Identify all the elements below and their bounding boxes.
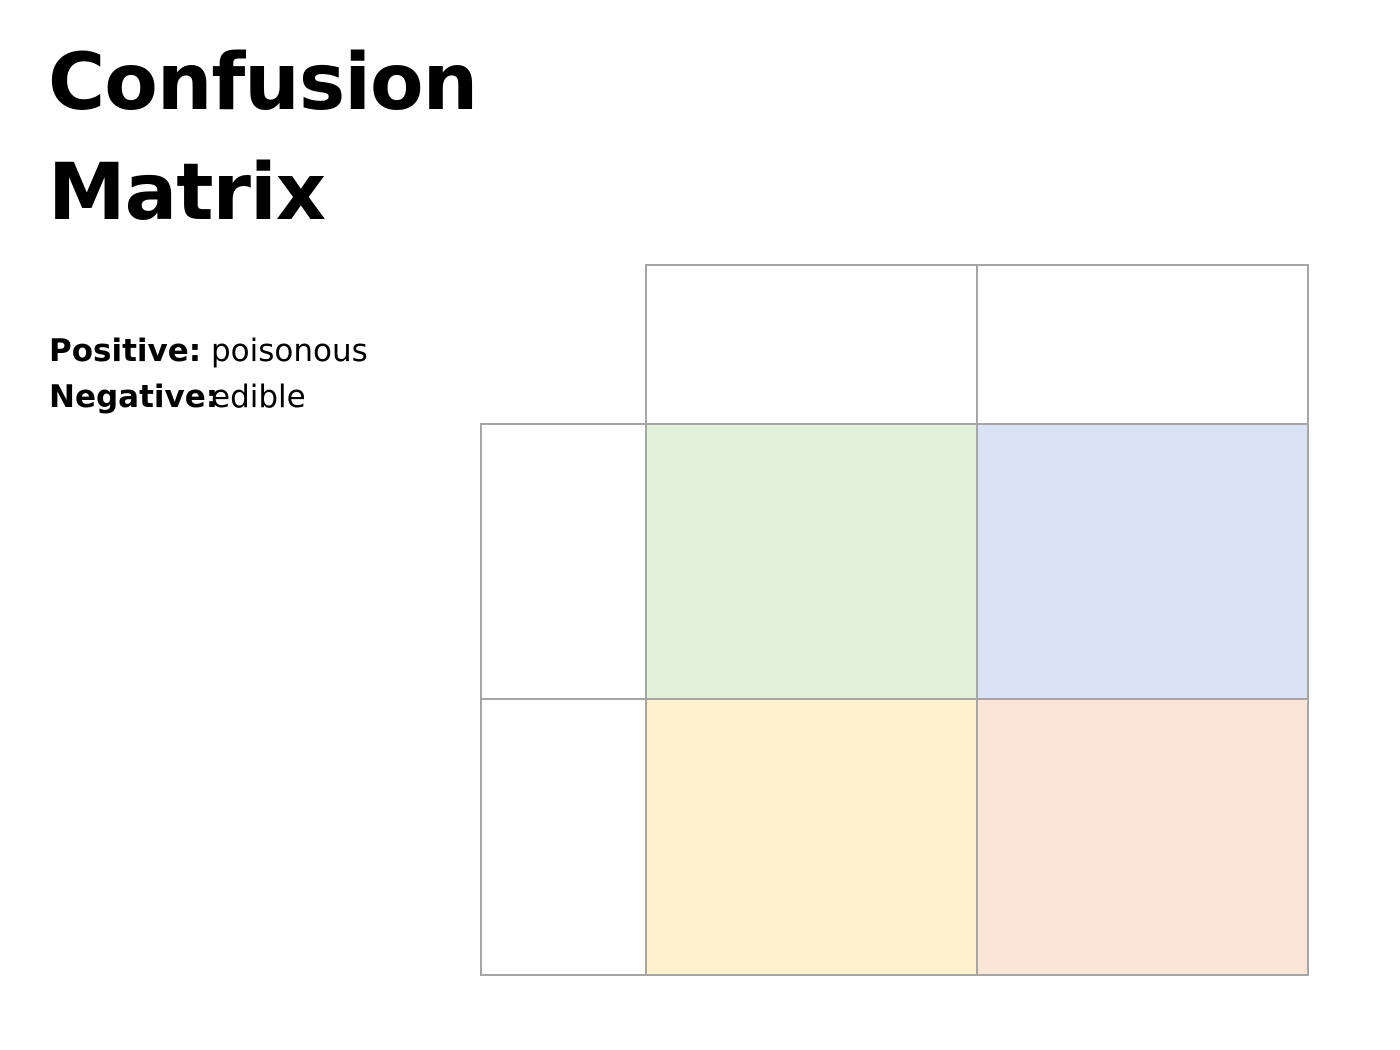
positive-value: poisonous — [211, 333, 368, 369]
title-line-1: Confusion — [48, 38, 478, 128]
matrix-cell-r1c2 — [976, 423, 1309, 700]
row-header-cell-1 — [480, 423, 647, 700]
negative-definition: Negative: edible — [49, 374, 368, 420]
positive-label: Positive: — [49, 333, 202, 369]
positive-definition: Positive: poisonous — [49, 328, 368, 374]
page-title: Confusion Matrix — [48, 28, 568, 248]
negative-label: Negative: — [49, 379, 219, 415]
column-header-cell-2 — [976, 264, 1309, 425]
matrix-cell-r2c1 — [645, 698, 978, 976]
class-definitions: Positive: poisonous Negative: edible — [49, 328, 368, 420]
column-header-cell-1 — [645, 264, 978, 425]
matrix-cell-r1c1 — [645, 423, 978, 700]
title-line-2: Matrix — [48, 148, 326, 238]
matrix-cell-r2c2 — [976, 698, 1309, 976]
negative-value: edible — [211, 379, 306, 415]
row-header-cell-2 — [480, 698, 647, 976]
